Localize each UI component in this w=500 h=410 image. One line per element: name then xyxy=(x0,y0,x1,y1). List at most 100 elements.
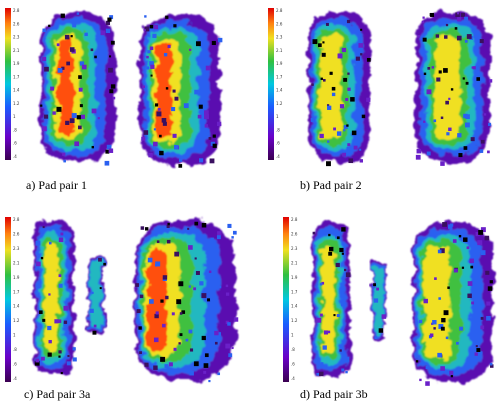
pressure-speck xyxy=(61,66,65,70)
pressure-speck xyxy=(322,345,327,350)
pressure-speck xyxy=(208,137,212,140)
pressure-speck xyxy=(189,48,192,51)
colorbars: 2.82.62.32.11.91.71.41.21.8.6.42.82.62.3… xyxy=(5,8,298,382)
pressure-speck xyxy=(193,361,199,367)
colorbar-tick-label: 2.8 xyxy=(13,8,20,13)
colorbar-tick-label: .4 xyxy=(13,154,17,159)
pressure-speck xyxy=(449,370,454,375)
pressure-speck xyxy=(360,28,363,31)
colorbar-tick-label: 2.1 xyxy=(291,260,298,265)
pressure-speck xyxy=(166,239,171,244)
pressure-speck xyxy=(480,325,485,330)
pressure-speck xyxy=(47,325,52,331)
pressure-speck xyxy=(149,299,154,304)
pressure-speck xyxy=(487,286,493,291)
pressure-speck xyxy=(90,48,94,52)
pressure-speck xyxy=(156,240,160,243)
pressure-speck xyxy=(204,124,209,128)
colorbar-tick-label: 1.7 xyxy=(276,74,283,79)
pressure-speck xyxy=(58,237,64,243)
pressure-speck xyxy=(112,96,116,100)
pressure-speck xyxy=(188,329,193,334)
pressure-level xyxy=(374,266,384,334)
pressure-speck xyxy=(319,371,324,377)
pressure-speck xyxy=(439,248,445,254)
pressure-speck xyxy=(178,281,184,287)
pressure-speck xyxy=(65,120,70,125)
pressure-speck xyxy=(146,66,150,70)
colorbar-tick-label: 1.9 xyxy=(13,61,20,66)
pressure-speck xyxy=(445,336,449,340)
pressure-speck xyxy=(165,15,169,19)
colorbar-tick-label: 1.4 xyxy=(276,88,283,93)
pressure-speck xyxy=(50,86,55,91)
pressure-speck xyxy=(199,158,204,163)
pressure-speck xyxy=(149,46,154,51)
pressure-speck xyxy=(99,287,102,290)
pressure-speck xyxy=(438,70,442,74)
colorbar-tick-label: 1.7 xyxy=(291,289,298,294)
pressure-speck xyxy=(139,294,144,299)
pressure-speck xyxy=(374,336,378,340)
pressure-speck xyxy=(426,89,432,95)
pressure-speck xyxy=(489,362,493,366)
pressure-speck xyxy=(479,351,483,355)
pressure-speck xyxy=(54,319,59,324)
pressure-speck xyxy=(185,338,189,342)
pressure-speck xyxy=(216,235,221,240)
pressure-speck xyxy=(60,13,65,18)
pressure-speck xyxy=(359,159,363,163)
colorbar-tick-label: .6 xyxy=(291,362,295,367)
pressure-speck xyxy=(205,129,210,134)
pressure-speck xyxy=(135,283,139,287)
pressure-speck xyxy=(421,20,425,24)
pressure-speck xyxy=(57,319,62,323)
pressure-speck xyxy=(442,222,447,227)
pressure-speck xyxy=(448,97,451,100)
colorbar-tick-label: 2.3 xyxy=(276,35,283,40)
pressure-speck xyxy=(342,152,347,157)
pressure-speck xyxy=(450,88,454,91)
pressure-speck xyxy=(48,24,51,27)
pressure-speck xyxy=(108,67,113,73)
pressure-speck xyxy=(327,140,330,143)
pressure-speck xyxy=(319,282,323,286)
pressure-speck xyxy=(70,35,73,38)
caption: a) Pad pair 1 xyxy=(26,178,87,192)
pressure-speck xyxy=(41,126,47,132)
pressure-level xyxy=(44,243,59,352)
pressure-speck xyxy=(361,114,366,119)
pressure-speck xyxy=(40,256,44,260)
pressure-speck xyxy=(42,28,46,33)
pressure-speck xyxy=(425,381,430,386)
pressure-speck xyxy=(144,15,147,18)
pressure-speck xyxy=(153,365,158,370)
colorbar-tick-label: .4 xyxy=(276,154,280,159)
pressure-speck xyxy=(373,298,379,303)
pressure-speck xyxy=(150,64,155,69)
pressure-speck xyxy=(183,103,189,109)
pressure-speck xyxy=(325,22,329,26)
pressure-speck xyxy=(100,30,106,36)
pressure-speck xyxy=(443,68,448,73)
pressure-speck xyxy=(416,148,422,154)
pressure-speck xyxy=(461,266,465,269)
pressure-speck xyxy=(189,370,194,376)
colorbar-tick-label: 2.3 xyxy=(13,35,20,40)
pressure-speck xyxy=(48,339,52,344)
pressure-speck xyxy=(366,57,371,62)
pressure-speck xyxy=(419,378,422,382)
pressure-speck xyxy=(312,231,316,235)
pressure-speck xyxy=(486,301,491,306)
pressure-speck xyxy=(346,124,349,127)
pressure-speck xyxy=(35,240,41,246)
pressure-speck xyxy=(140,226,145,230)
pressure-speck xyxy=(366,97,371,102)
pressure-speck xyxy=(204,110,209,116)
pressure-speck xyxy=(66,361,71,366)
colorbar-tick-label: 1.2 xyxy=(13,101,20,106)
pressure-speck xyxy=(326,161,331,167)
pressure-speck xyxy=(437,352,442,358)
pressure-speck xyxy=(450,223,454,227)
pressure-speck xyxy=(80,114,85,119)
